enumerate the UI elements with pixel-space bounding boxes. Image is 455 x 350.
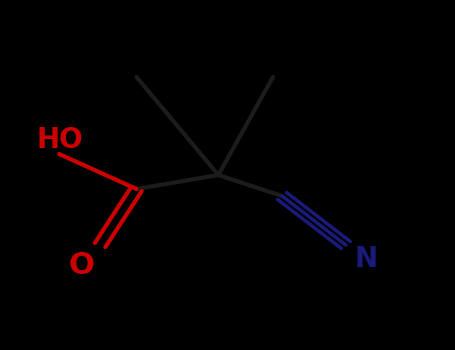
Text: N: N — [355, 245, 378, 273]
Text: HO: HO — [36, 126, 83, 154]
Text: O: O — [69, 252, 95, 280]
